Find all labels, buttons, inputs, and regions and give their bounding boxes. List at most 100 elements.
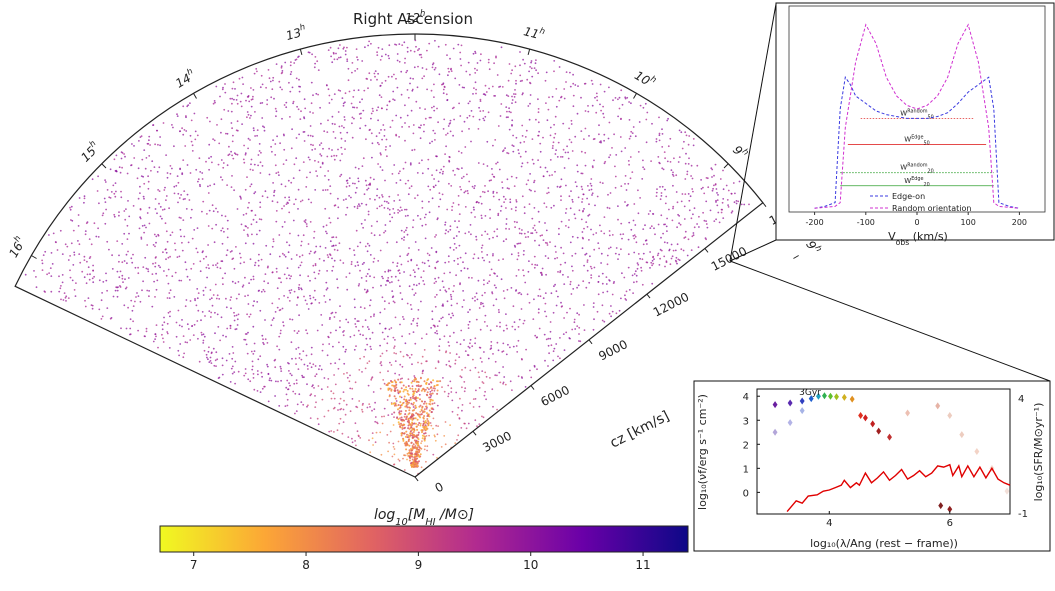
galaxy-point <box>233 267 236 270</box>
galaxy-point <box>289 232 291 235</box>
galaxy-point <box>524 236 527 239</box>
galaxy-point <box>430 424 433 427</box>
galaxy-point <box>543 333 546 336</box>
galaxy-point <box>246 111 249 113</box>
galaxy-point <box>429 400 432 403</box>
galaxy-point <box>477 257 480 260</box>
galaxy-point <box>413 50 416 53</box>
galaxy-point <box>716 199 719 202</box>
galaxy-point <box>326 232 328 235</box>
galaxy-point <box>405 226 408 229</box>
galaxy-point <box>624 201 626 203</box>
colorbar-ticks: 7 8 9 10 11 <box>190 552 651 572</box>
galaxy-point <box>431 389 433 392</box>
galaxy-point <box>194 299 197 302</box>
galaxy-point <box>285 101 288 104</box>
galaxy-point <box>78 197 81 199</box>
galaxy-point <box>348 195 350 197</box>
legend-label: Edge-on <box>892 192 925 201</box>
galaxy-point <box>260 371 263 374</box>
galaxy-point <box>413 294 416 296</box>
galaxy-point <box>48 272 50 274</box>
galaxy-point <box>408 444 411 447</box>
galaxy-point <box>311 135 314 138</box>
galaxy-point <box>570 123 573 125</box>
galaxy-point <box>658 132 661 135</box>
galaxy-point <box>399 417 401 420</box>
galaxy-point <box>336 249 339 252</box>
galaxy-point <box>348 90 351 93</box>
galaxy-point <box>446 132 449 135</box>
galaxy-point <box>452 202 455 204</box>
galaxy-point <box>105 208 107 211</box>
galaxy-point <box>438 320 441 323</box>
galaxy-point <box>191 150 194 152</box>
galaxy-point <box>490 268 493 271</box>
galaxy-point <box>642 243 645 246</box>
galaxy-point <box>404 443 407 446</box>
galaxy-point <box>354 422 357 425</box>
galaxy-point <box>276 287 279 290</box>
galaxy-point <box>430 116 432 119</box>
galaxy-point <box>687 163 690 165</box>
galaxy-point <box>464 252 467 255</box>
galaxy-point <box>360 277 363 279</box>
galaxy-point <box>433 178 435 180</box>
galaxy-point <box>152 244 155 246</box>
galaxy-point <box>571 255 574 257</box>
galaxy-point <box>480 247 483 249</box>
galaxy-point <box>484 230 487 233</box>
galaxy-point <box>445 145 447 148</box>
galaxy-point <box>367 213 370 216</box>
galaxy-point <box>316 175 319 177</box>
galaxy-point <box>498 168 501 171</box>
galaxy-point <box>482 117 485 120</box>
galaxy-point <box>357 167 360 170</box>
galaxy-point <box>369 198 371 200</box>
galaxy-point <box>289 73 292 76</box>
galaxy-point <box>397 378 400 381</box>
galaxy-point <box>377 72 379 75</box>
galaxy-point <box>190 119 193 122</box>
galaxy-point <box>148 290 151 292</box>
galaxy-point <box>456 302 458 305</box>
galaxy-point <box>392 90 395 93</box>
galaxy-point <box>722 217 725 220</box>
galaxy-point <box>419 416 422 419</box>
galaxy-point <box>370 117 372 120</box>
galaxy-point <box>676 201 679 204</box>
galaxy-point <box>457 43 460 46</box>
galaxy-point <box>159 206 162 208</box>
galaxy-point <box>247 294 249 297</box>
galaxy-point <box>520 165 523 168</box>
galaxy-point <box>517 254 520 257</box>
galaxy-point <box>380 364 383 367</box>
galaxy-point <box>257 358 260 361</box>
galaxy-point <box>285 393 288 396</box>
galaxy-point <box>230 367 233 370</box>
galaxy-point <box>614 175 617 178</box>
galaxy-point <box>391 216 394 219</box>
galaxy-point <box>380 153 382 156</box>
galaxy-point <box>217 326 220 328</box>
galaxy-point <box>407 96 410 99</box>
galaxy-point <box>606 263 609 266</box>
galaxy-point <box>497 214 500 217</box>
galaxy-point <box>396 265 398 267</box>
galaxy-point <box>398 60 401 63</box>
galaxy-point <box>179 228 182 231</box>
galaxy-point <box>256 370 259 372</box>
galaxy-point <box>204 315 206 317</box>
galaxy-point <box>278 255 281 258</box>
galaxy-point <box>213 364 216 367</box>
galaxy-point <box>478 376 481 378</box>
galaxy-point <box>630 102 632 105</box>
galaxy-point <box>404 342 407 345</box>
galaxy-point <box>364 179 367 182</box>
galaxy-point <box>206 356 208 359</box>
galaxy-point <box>293 163 296 166</box>
galaxy-point <box>301 374 303 377</box>
galaxy-point <box>366 343 369 346</box>
galaxy-point <box>309 417 312 419</box>
galaxy-point <box>257 164 259 167</box>
